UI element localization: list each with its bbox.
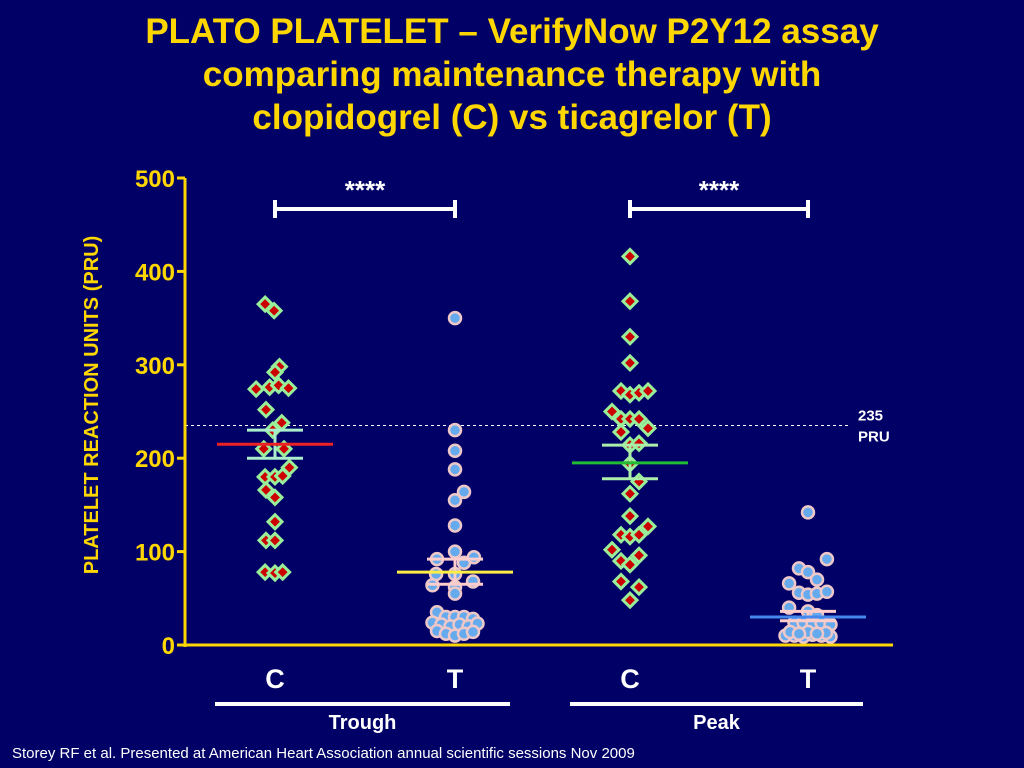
data-point-circle <box>809 626 825 642</box>
data-point-diamond <box>638 381 658 401</box>
data-point-circle <box>791 626 807 642</box>
data-point-diamond <box>629 546 649 565</box>
x-tick-label: T <box>447 664 464 694</box>
data-point-diamond <box>602 402 622 421</box>
title-line-2: comparing maintenance therapy with <box>202 55 822 94</box>
data-point-diamond <box>620 506 640 526</box>
y-tick-label: 500 <box>135 166 175 193</box>
data-point-circle <box>447 492 463 508</box>
group-label: Trough <box>329 712 397 734</box>
y-tick-label: 400 <box>135 259 175 286</box>
data-point-diamond <box>265 531 285 550</box>
data-point-diamond <box>611 422 631 442</box>
data-point-diamond <box>629 525 649 544</box>
significance-label: **** <box>699 175 740 205</box>
data-point-circle <box>447 462 463 477</box>
group-label: Peak <box>693 712 741 734</box>
data-point-diamond <box>256 480 276 500</box>
y-tick-label: 0 <box>162 633 175 660</box>
data-point-diamond <box>611 572 631 591</box>
data-point-circle <box>447 518 463 533</box>
data-point-diamond <box>620 484 640 503</box>
data-point-diamond <box>246 379 266 399</box>
data-point-diamond <box>265 488 285 507</box>
data-point-diamond <box>620 327 640 346</box>
data-point-diamond <box>638 517 658 536</box>
data-point-diamond <box>273 563 292 582</box>
data-point-diamond <box>638 419 658 438</box>
y-tick-label: 200 <box>135 446 175 473</box>
data-point-diamond <box>620 555 640 574</box>
title-line-1: PLATO PLATELET – VerifyNow P2Y12 assay <box>145 12 879 51</box>
dot-plot-chart: 235 PRU 0 100 200 300 400 500 PLATELET REACTION … <box>81 166 893 734</box>
data-point-diamond <box>265 512 285 531</box>
data-point-circle <box>781 576 797 591</box>
data-point-circle <box>447 443 463 458</box>
y-tick-label: 100 <box>135 540 175 567</box>
y-axis-label: PLATELET REACTION UNITS (PRU) <box>81 236 103 575</box>
x-tick-label: C <box>265 664 285 694</box>
data-point-diamond <box>602 540 622 559</box>
data-point-circle <box>456 484 472 500</box>
data-point-circle <box>447 586 463 601</box>
data-point-diamond <box>273 466 292 486</box>
data-point-diamond <box>279 379 298 398</box>
data-point-diamond <box>264 301 284 320</box>
data-point-diamond <box>620 292 640 311</box>
data-point-circle <box>800 505 816 520</box>
reference-line-label: 235 <box>858 408 883 425</box>
data-point-diamond <box>629 409 649 429</box>
citation-footer: Storey RF et al. Presented at American H… <box>12 745 635 762</box>
data-point-circle <box>800 564 816 580</box>
title-line-3: clopidogrel (C) vs ticagrelor (T) <box>252 98 772 137</box>
data-point-circle <box>809 572 825 587</box>
data-point-diamond <box>629 434 649 453</box>
data-point-circle <box>819 584 835 600</box>
data-point-circle <box>447 422 463 438</box>
data-point-diamond <box>629 472 649 491</box>
data-point-diamond <box>620 247 640 266</box>
x-tick-label: C <box>620 664 640 694</box>
data-point-circle <box>447 544 463 559</box>
data-point-diamond <box>620 353 640 373</box>
data-point-circle <box>819 551 835 567</box>
data-point-diamond <box>265 363 285 382</box>
reference-line-label: PRU <box>858 429 890 446</box>
data-point-circle <box>447 310 463 326</box>
data-point-diamond <box>256 400 276 419</box>
significance-label: **** <box>345 175 386 205</box>
chart-title: PLATO PLATELET – VerifyNow P2Y12 assay c… <box>0 10 1024 139</box>
data-point-circle <box>465 624 481 640</box>
x-tick-label: T <box>800 664 817 694</box>
data-point-diamond <box>620 591 640 610</box>
y-tick-label: 300 <box>135 353 175 380</box>
data-point-diamond <box>629 577 649 597</box>
data-point-circle <box>466 549 482 565</box>
